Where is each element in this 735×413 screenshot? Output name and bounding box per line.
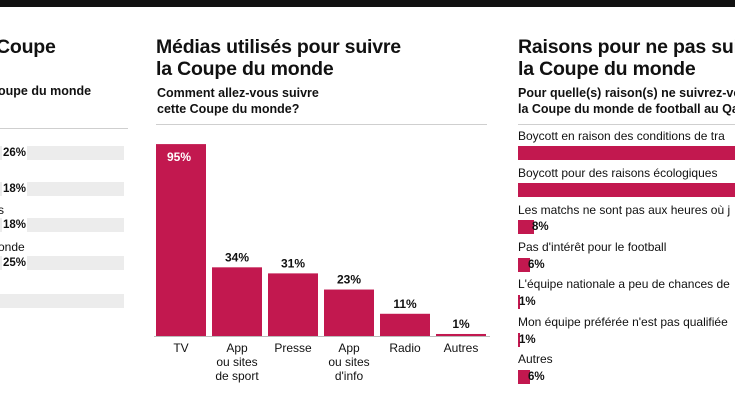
right-row-label: Les matchs ne sont pas aux heures où j — [518, 203, 731, 217]
right-row-value: 6% — [528, 259, 545, 271]
right-row-bar — [518, 183, 735, 197]
right-row-track: 6% — [518, 258, 735, 272]
right-row-label: Pas d'intérêt pour le football — [518, 240, 667, 254]
right-row-track: 1% — [518, 333, 735, 347]
left-row-track: 25% — [0, 256, 124, 270]
left-chart-subtitle: oupe du monde — [0, 84, 92, 98]
right-row-track: 6% — [518, 370, 735, 384]
right-row-track — [518, 146, 735, 160]
right-row-value: 1% — [519, 334, 536, 346]
category-label: de sport — [215, 369, 259, 383]
bar-3 — [324, 289, 374, 336]
bar-4 — [380, 313, 430, 336]
bar-value-label: 34% — [225, 250, 249, 264]
category-label: Presse — [274, 341, 312, 355]
left-row-value: 18% — [2, 182, 28, 196]
left-chart-title: Coupe — [0, 36, 56, 58]
middle-chart-subtitle-line-2: cette Coupe du monde? — [157, 102, 300, 116]
category-label: App — [226, 341, 248, 355]
right-row-label: Boycott pour des raisons écologiques — [518, 166, 718, 180]
right-chart-subtitle-line-2: la Coupe du monde de football au Qa — [518, 102, 735, 116]
right-row-bar — [518, 258, 530, 272]
category-label: ou sites — [216, 355, 257, 369]
middle-chart-title-line-1: Médias utilisés pour suivre — [156, 36, 401, 58]
left-chart-panel: Coupe oupe du monde 26% 18% s 18% onde 25% — [0, 0, 128, 413]
right-chart-subtitle-line-1: Pour quelle(s) raison(s) ne suivrez-vo — [518, 86, 735, 100]
right-row-bar — [518, 295, 520, 309]
middle-chart-divider — [156, 124, 487, 125]
bar-value-label: 11% — [393, 297, 417, 311]
right-row-label: Mon équipe préférée n'est pas qualifiée — [518, 315, 728, 329]
right-row-bar — [518, 220, 534, 234]
right-chart-title-line-2: la Coupe du monde — [518, 58, 696, 80]
top-black-bar — [0, 0, 735, 7]
left-row-track: 18% — [0, 218, 124, 232]
middle-chart-subtitle-line-1: Comment allez-vous suivre — [157, 86, 319, 100]
right-row-track: 1% — [518, 295, 735, 309]
bar-1 — [212, 267, 262, 336]
category-label: App — [338, 341, 360, 355]
category-label: d'info — [335, 369, 364, 383]
right-row-label: L'équipe nationale a peu de chances de — [518, 277, 730, 291]
left-row-label: onde — [0, 240, 25, 254]
right-row-label: Autres — [518, 352, 553, 366]
right-chart-title-line-1: Raisons pour ne pas suiv — [518, 36, 735, 58]
bar-value-label: 1% — [452, 317, 470, 331]
left-row-track: 18% — [0, 182, 124, 196]
right-chart-divider — [518, 124, 735, 125]
bar-value-label: 23% — [337, 273, 361, 287]
left-row-value: 18% — [2, 218, 28, 232]
left-row-value: 26% — [2, 146, 28, 160]
right-row-label: Boycott en raison des conditions de tra — [518, 129, 725, 143]
left-chart-divider — [0, 128, 128, 129]
left-row-track — [0, 294, 124, 308]
right-row-track: 8% — [518, 220, 735, 234]
bar-2 — [268, 273, 318, 336]
category-label: Radio — [389, 341, 421, 355]
middle-chart-title-line-2: la Coupe du monde — [156, 58, 334, 80]
right-row-track — [518, 183, 735, 197]
left-row-value: 25% — [2, 256, 28, 270]
category-label: Autres — [444, 341, 479, 355]
bar-0 — [156, 144, 206, 336]
right-row-value: 1% — [519, 296, 536, 308]
bar-value-label: 31% — [281, 256, 305, 270]
category-label: ou sites — [328, 355, 369, 369]
right-row-value: 6% — [528, 371, 545, 383]
left-row-track: 26% — [0, 146, 124, 160]
left-row-label: s — [0, 203, 4, 217]
bar-value-label: 95% — [167, 150, 191, 164]
right-row-bar — [518, 146, 735, 160]
bar-5 — [436, 333, 486, 336]
right-row-bar — [518, 333, 520, 347]
right-row-value: 8% — [532, 221, 549, 233]
category-label: TV — [173, 341, 188, 355]
right-row-bar — [518, 370, 530, 384]
